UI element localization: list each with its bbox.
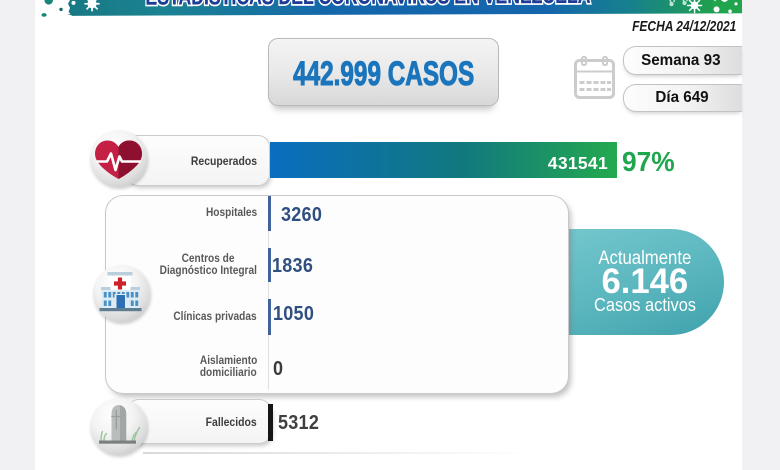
svg-text:ESTADÍSTICAS DEL CORONAVIRUS E: ESTADÍSTICAS DEL CORONAVIRUS EN VENEZUEL…: [145, 0, 590, 11]
svg-text:ESTADÍSTICAS DEL CORONAVIRUS E: ESTADÍSTICAS DEL CORONAVIRUS EN VENEZUEL…: [145, 0, 590, 11]
